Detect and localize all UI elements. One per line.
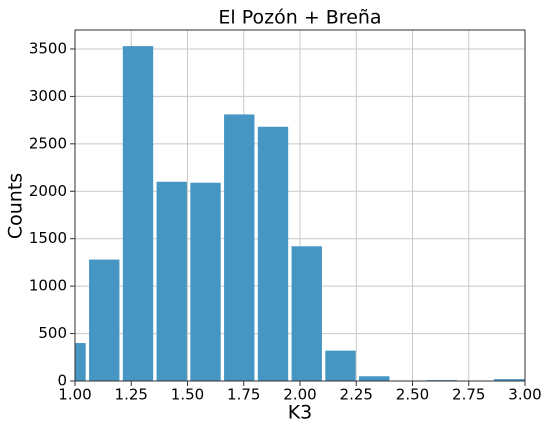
- y-tick-label: 1000: [29, 277, 67, 295]
- bar: [359, 376, 389, 381]
- x-axis-label: K3: [288, 402, 313, 424]
- bar: [190, 183, 220, 381]
- x-tick-label: 1.00: [58, 386, 91, 404]
- y-tick-label: 500: [38, 324, 67, 342]
- bar: [123, 46, 153, 381]
- y-tick-label: 2500: [29, 134, 67, 152]
- bar: [258, 127, 288, 381]
- x-tick-label: 2.00: [283, 386, 316, 404]
- bar: [89, 260, 119, 381]
- chart-title: El Pozón + Breña: [218, 7, 381, 29]
- bar: [224, 114, 254, 381]
- x-tick-label: 1.25: [115, 386, 148, 404]
- bar: [325, 351, 355, 381]
- x-tick-label: 2.75: [452, 386, 485, 404]
- y-tick-label: 2000: [29, 182, 67, 200]
- x-tick-label: 1.50: [171, 386, 204, 404]
- x-tick-label: 2.50: [396, 386, 429, 404]
- y-tick-label: 1500: [29, 229, 67, 247]
- x-tick-label: 3.00: [508, 386, 541, 404]
- bar: [292, 246, 322, 381]
- y-tick-label: 3500: [29, 39, 67, 57]
- x-tick-label: 1.75: [227, 386, 260, 404]
- x-tick-label: 2.25: [340, 386, 373, 404]
- y-axis-label: Counts: [5, 173, 27, 239]
- y-tick-label: 3000: [29, 87, 67, 105]
- bar: [157, 182, 187, 381]
